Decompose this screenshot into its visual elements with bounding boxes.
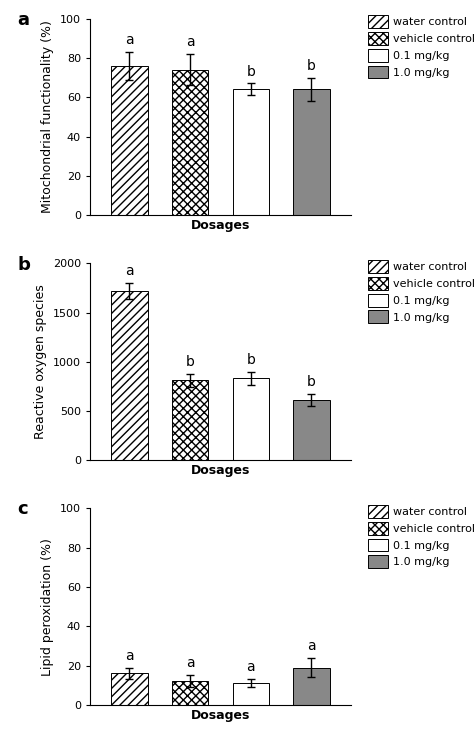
Bar bbox=[293, 89, 329, 215]
Bar bbox=[172, 70, 208, 215]
Text: b: b bbox=[17, 255, 30, 274]
Bar bbox=[293, 668, 329, 705]
Y-axis label: Mitochondrial functionality (%): Mitochondrial functionality (%) bbox=[42, 21, 55, 213]
X-axis label: Dosages: Dosages bbox=[191, 464, 250, 477]
Legend: water control, vehicle control, 0.1 mg/kg, 1.0 mg/kg: water control, vehicle control, 0.1 mg/k… bbox=[367, 504, 474, 569]
Bar bbox=[172, 381, 208, 460]
Text: a: a bbox=[17, 10, 29, 29]
Text: a: a bbox=[125, 33, 134, 47]
Text: a: a bbox=[125, 649, 134, 663]
Text: a: a bbox=[186, 35, 194, 49]
Bar bbox=[111, 66, 148, 215]
Text: a: a bbox=[246, 660, 255, 674]
Text: b: b bbox=[246, 65, 255, 79]
Text: a: a bbox=[307, 639, 316, 653]
Text: a: a bbox=[125, 264, 134, 278]
Bar bbox=[233, 378, 269, 460]
X-axis label: Dosages: Dosages bbox=[191, 709, 250, 722]
Text: b: b bbox=[307, 375, 316, 390]
Y-axis label: Lipid peroxidation (%): Lipid peroxidation (%) bbox=[42, 538, 55, 675]
Bar bbox=[233, 89, 269, 215]
Text: a: a bbox=[186, 657, 194, 671]
Bar bbox=[172, 681, 208, 705]
Text: b: b bbox=[186, 355, 194, 369]
Bar bbox=[111, 291, 148, 460]
Bar bbox=[293, 400, 329, 460]
Legend: water control, vehicle control, 0.1 mg/kg, 1.0 mg/kg: water control, vehicle control, 0.1 mg/k… bbox=[367, 14, 474, 79]
Text: c: c bbox=[17, 500, 27, 519]
Text: b: b bbox=[246, 352, 255, 367]
Legend: water control, vehicle control, 0.1 mg/kg, 1.0 mg/kg: water control, vehicle control, 0.1 mg/k… bbox=[367, 259, 474, 324]
Bar bbox=[111, 674, 148, 705]
Bar bbox=[233, 683, 269, 705]
Y-axis label: Reactive oxygen species: Reactive oxygen species bbox=[34, 284, 47, 439]
Text: b: b bbox=[307, 59, 316, 73]
X-axis label: Dosages: Dosages bbox=[191, 220, 250, 232]
